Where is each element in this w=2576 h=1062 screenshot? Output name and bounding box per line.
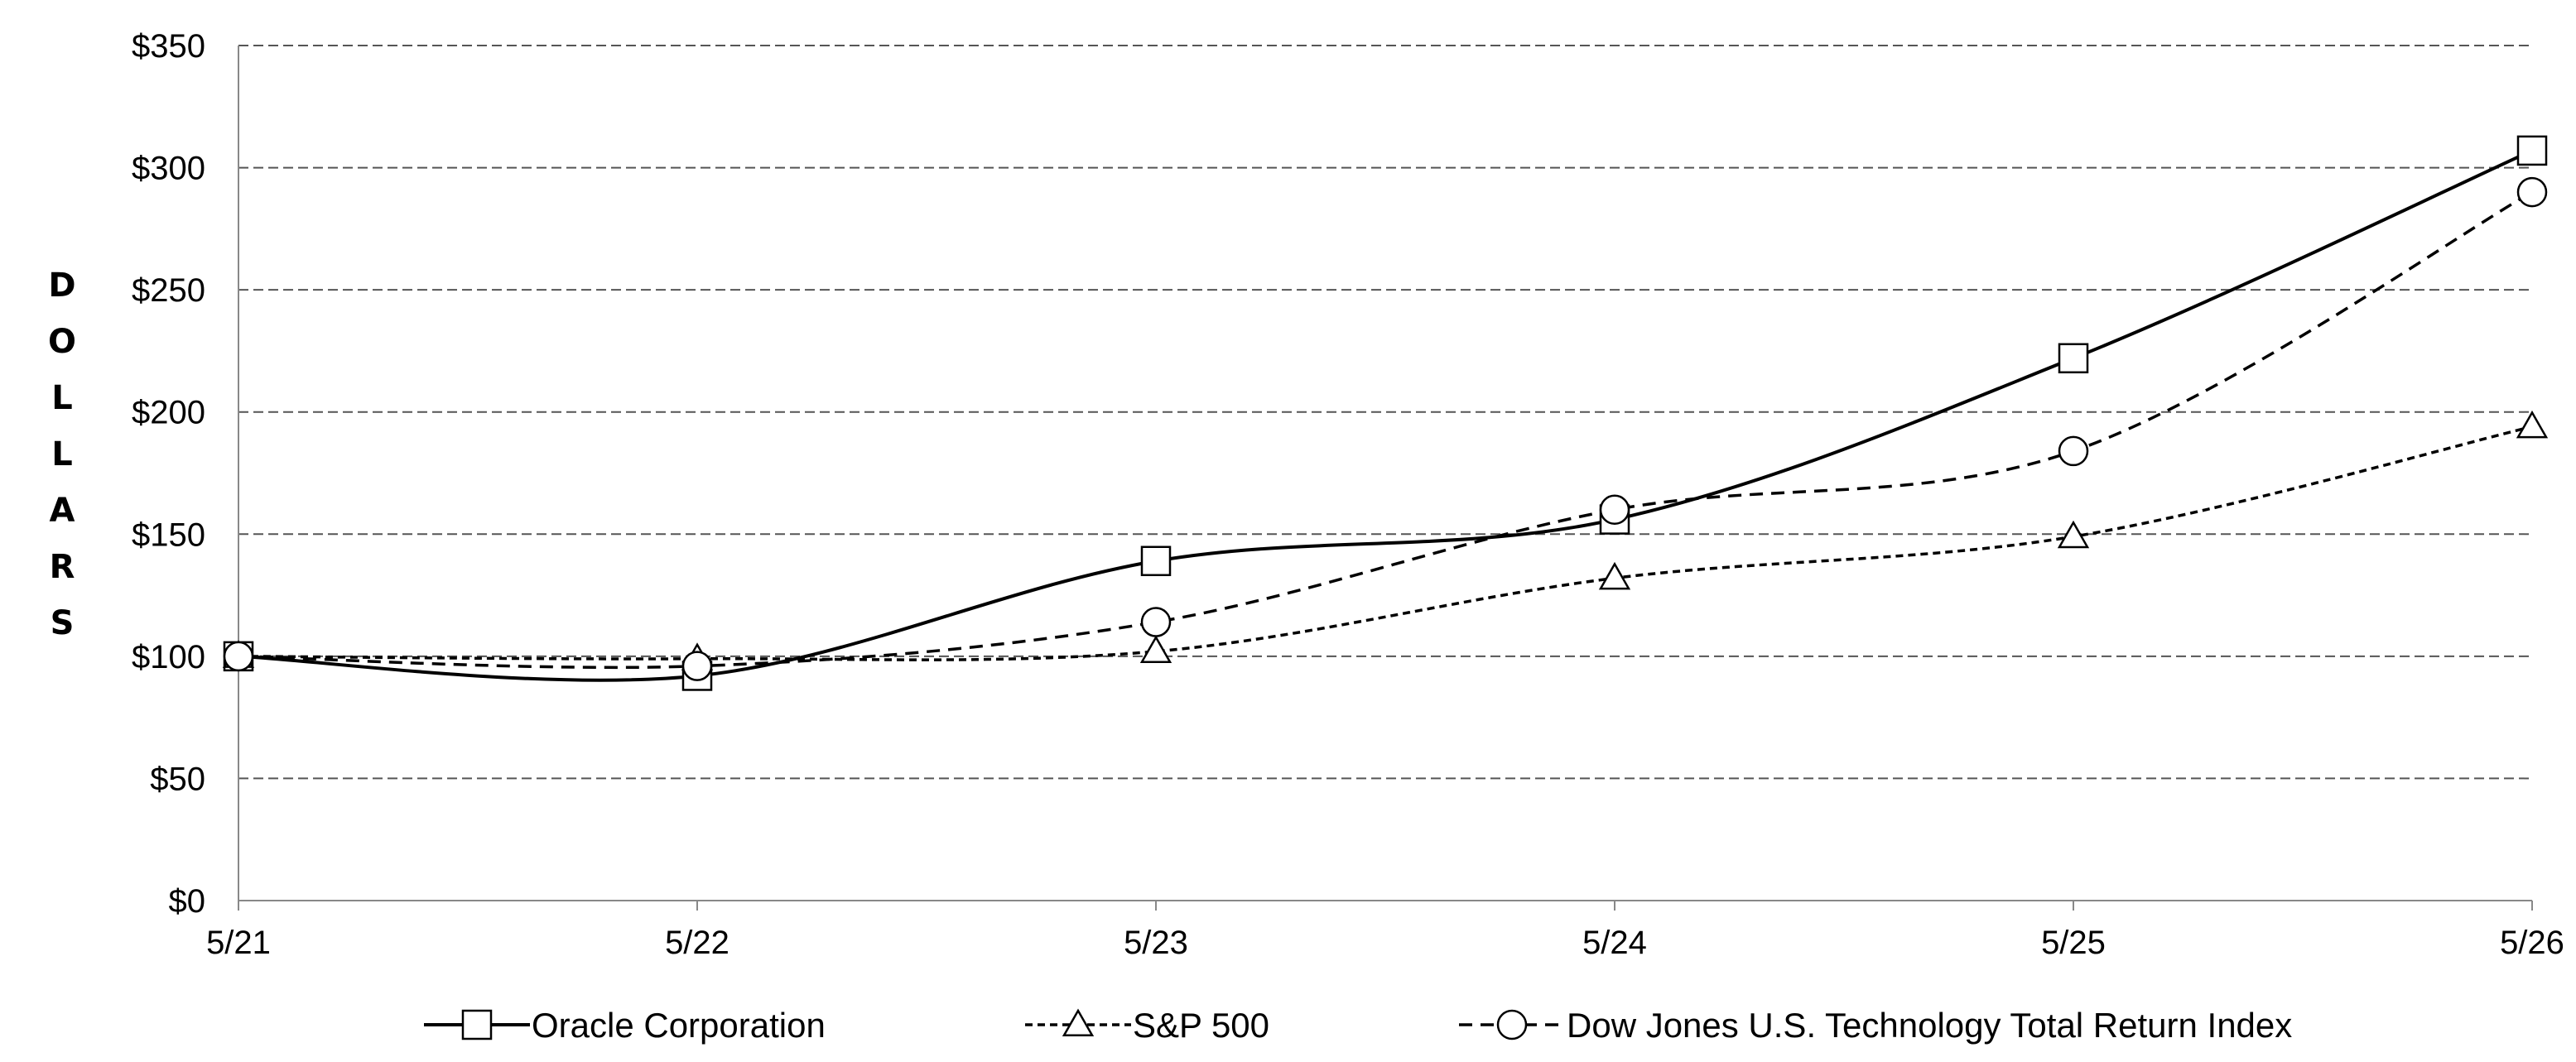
legend-label: S&P 500 — [1133, 1006, 1269, 1045]
series-line — [238, 149, 2533, 682]
data-point-circle — [1599, 494, 1630, 526]
y-tick-labels: $0 $50 $100 $150 $200 $250 $300 $350 — [132, 28, 205, 920]
y-tick-label: $100 — [132, 639, 205, 675]
y-tick-label: $50 — [150, 761, 205, 797]
legend: Oracle Corporation S&P 500 Dow Jones U.S. … — [424, 1006, 2292, 1045]
data-point-circle — [223, 641, 254, 672]
data-point-triangle — [1598, 561, 1631, 590]
legend-label: Dow Jones U.S. Technology Total Return I… — [1567, 1006, 2292, 1045]
x-tick-label: 5/24 — [1582, 925, 1647, 961]
x-tick-label: 5/26 — [2500, 925, 2564, 961]
axes — [238, 46, 2533, 911]
legend-label: Oracle Corporation — [532, 1006, 826, 1045]
y-tick-label: $150 — [132, 517, 205, 553]
legend-item: S&P 500 — [1025, 1006, 1269, 1045]
legend-marker-triangle — [1062, 1008, 1095, 1036]
data-point-circle — [2516, 176, 2548, 208]
series-group — [222, 135, 2549, 691]
data-point-triangle — [2057, 520, 2090, 549]
y-axis-label-letter: D — [48, 267, 75, 305]
series-line — [238, 190, 2533, 670]
legend-item: Oracle Corporation — [424, 1006, 826, 1045]
data-point-square — [1140, 545, 1172, 577]
y-tick-label: $200 — [132, 395, 205, 431]
x-tick-label: 5/21 — [206, 925, 271, 961]
y-axis-label-letter: A — [50, 492, 75, 530]
x-tick-label: 5/25 — [2041, 925, 2106, 961]
data-point-triangle — [2516, 410, 2549, 439]
y-tick-label: $0 — [169, 883, 206, 920]
y-axis-label-letter: R — [50, 548, 75, 586]
data-point-square — [2058, 343, 2089, 374]
x-tick-label: 5/22 — [665, 925, 729, 961]
x-tick-label: 5/23 — [1124, 925, 1188, 961]
grid-lines — [238, 45, 2532, 780]
y-axis-label-letter: O — [48, 323, 76, 361]
y-tick-label: $350 — [132, 28, 205, 65]
legend-marker-circle — [1496, 1009, 1528, 1040]
series-line — [238, 425, 2533, 661]
y-tick-label: $300 — [132, 151, 205, 187]
data-point-circle — [2058, 435, 2089, 467]
legend-marker-square — [461, 1009, 493, 1040]
y-axis-label-letter: L — [51, 379, 73, 417]
x-tick-labels: 5/21 5/22 5/23 5/24 5/25 5/26 — [206, 925, 2564, 961]
y-tick-label: $250 — [132, 272, 205, 309]
data-point-circle — [1140, 607, 1172, 637]
data-point-square — [2516, 135, 2548, 166]
y-axis-label-letter: L — [51, 435, 73, 473]
data-point-triangle — [1139, 635, 1172, 663]
series-triangle — [222, 410, 2549, 670]
legend-item: Dow Jones U.S. Technology Total Return I… — [1459, 1006, 2292, 1045]
y-axis-label-letter: S — [51, 604, 75, 642]
series-square — [223, 135, 2548, 691]
data-point-circle — [681, 651, 713, 681]
series-circle — [223, 176, 2548, 681]
